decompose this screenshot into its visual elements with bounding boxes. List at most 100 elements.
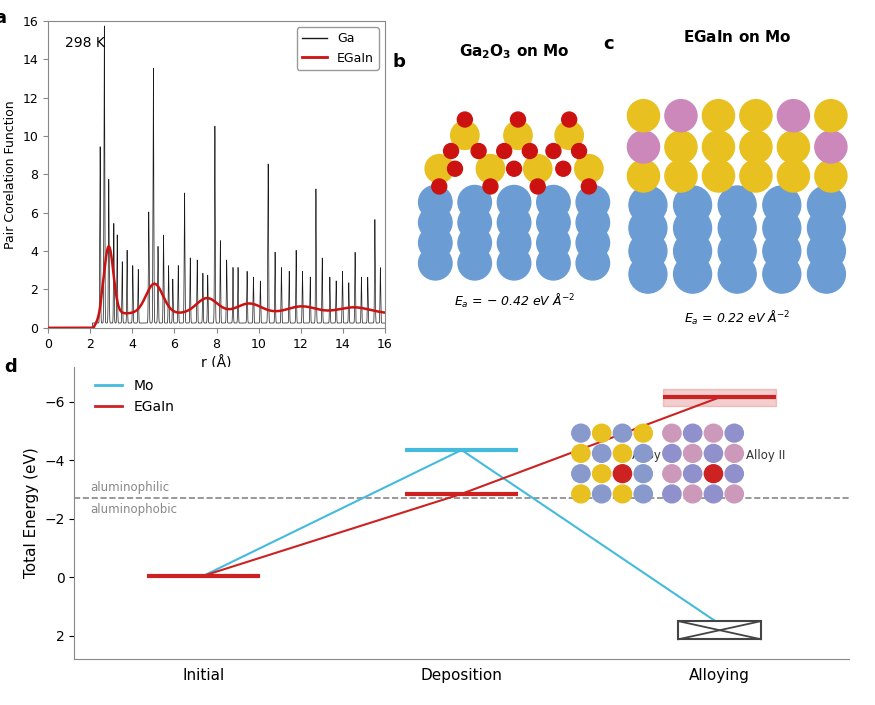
Circle shape — [425, 154, 453, 183]
Circle shape — [815, 160, 847, 192]
Circle shape — [497, 206, 531, 239]
Circle shape — [507, 161, 522, 176]
Circle shape — [483, 179, 498, 194]
Circle shape — [725, 465, 744, 483]
Circle shape — [704, 485, 723, 503]
Circle shape — [703, 131, 734, 163]
Circle shape — [674, 186, 711, 224]
Circle shape — [592, 485, 611, 503]
Circle shape — [497, 144, 512, 159]
Circle shape — [418, 226, 452, 259]
Circle shape — [704, 465, 723, 483]
Circle shape — [576, 247, 610, 280]
Y-axis label: Total Energy (eV): Total Energy (eV) — [24, 448, 38, 578]
Text: aluminophobic: aluminophobic — [90, 503, 177, 515]
Circle shape — [444, 144, 458, 159]
Circle shape — [777, 131, 809, 163]
Circle shape — [458, 112, 472, 127]
Circle shape — [458, 206, 492, 239]
Circle shape — [556, 161, 570, 176]
Circle shape — [718, 255, 756, 293]
Circle shape — [725, 424, 744, 442]
Circle shape — [634, 465, 653, 483]
Circle shape — [665, 160, 697, 192]
Circle shape — [763, 209, 801, 247]
Text: $E_a$ = $-$ 0.42 eV Å$^{-2}$: $E_a$ = $-$ 0.42 eV Å$^{-2}$ — [453, 292, 575, 310]
Circle shape — [763, 186, 801, 224]
Text: $\mathbf{EGaIn}$ on Mo: $\mathbf{EGaIn}$ on Mo — [682, 30, 792, 45]
Circle shape — [575, 154, 603, 183]
Circle shape — [683, 485, 702, 503]
Circle shape — [510, 112, 526, 127]
Text: a: a — [0, 9, 6, 27]
Circle shape — [530, 179, 545, 194]
Circle shape — [576, 206, 610, 239]
Circle shape — [703, 160, 734, 192]
Circle shape — [703, 99, 734, 132]
Circle shape — [718, 186, 756, 224]
Circle shape — [627, 99, 660, 132]
Circle shape — [815, 131, 847, 163]
Circle shape — [571, 144, 586, 159]
Circle shape — [634, 424, 653, 442]
Circle shape — [592, 465, 611, 483]
Circle shape — [763, 232, 801, 270]
Circle shape — [458, 247, 492, 280]
Circle shape — [536, 247, 570, 280]
X-axis label: r (Å): r (Å) — [201, 356, 232, 371]
Circle shape — [546, 144, 561, 159]
Circle shape — [613, 444, 632, 462]
Circle shape — [418, 185, 452, 219]
Circle shape — [683, 424, 702, 442]
Circle shape — [674, 232, 711, 270]
Legend: Ga, EGaIn: Ga, EGaIn — [297, 27, 379, 70]
Circle shape — [808, 186, 845, 224]
Circle shape — [629, 232, 667, 270]
Circle shape — [815, 99, 847, 132]
Circle shape — [471, 144, 487, 159]
Circle shape — [447, 161, 463, 176]
Circle shape — [740, 160, 772, 192]
Circle shape — [571, 465, 590, 483]
Circle shape — [808, 232, 845, 270]
Circle shape — [497, 185, 531, 219]
Text: $E_a$ = 0.22 eV Å$^{-2}$: $E_a$ = 0.22 eV Å$^{-2}$ — [684, 309, 790, 327]
Circle shape — [581, 179, 597, 194]
Circle shape — [665, 131, 697, 163]
Circle shape — [763, 255, 801, 293]
Circle shape — [662, 465, 681, 483]
Circle shape — [562, 112, 577, 127]
Circle shape — [683, 465, 702, 483]
Circle shape — [740, 131, 772, 163]
Circle shape — [418, 206, 452, 239]
Circle shape — [629, 209, 667, 247]
Circle shape — [665, 99, 697, 132]
Circle shape — [536, 226, 570, 259]
Text: b: b — [392, 52, 405, 70]
Circle shape — [777, 99, 809, 132]
Circle shape — [683, 444, 702, 462]
Circle shape — [613, 465, 632, 483]
Circle shape — [571, 444, 590, 462]
Circle shape — [740, 99, 772, 132]
Text: $\mathbf{Ga_2O_3}$ on Mo: $\mathbf{Ga_2O_3}$ on Mo — [458, 43, 570, 61]
Circle shape — [504, 121, 532, 149]
Circle shape — [613, 485, 632, 503]
Circle shape — [662, 444, 681, 462]
Circle shape — [718, 209, 756, 247]
Text: Alloy II: Alloy II — [746, 449, 786, 462]
Circle shape — [634, 444, 653, 462]
Circle shape — [662, 485, 681, 503]
Circle shape — [777, 160, 809, 192]
Circle shape — [555, 121, 584, 149]
Circle shape — [629, 186, 667, 224]
Y-axis label: Pair Corelation Function: Pair Corelation Function — [4, 100, 17, 249]
Circle shape — [418, 247, 452, 280]
Circle shape — [571, 485, 590, 503]
Circle shape — [458, 226, 492, 259]
Legend: Mo, EGaIn: Mo, EGaIn — [89, 374, 180, 419]
Circle shape — [613, 424, 632, 442]
Circle shape — [627, 131, 660, 163]
Circle shape — [536, 206, 570, 239]
Text: Alloy I: Alloy I — [632, 449, 668, 462]
